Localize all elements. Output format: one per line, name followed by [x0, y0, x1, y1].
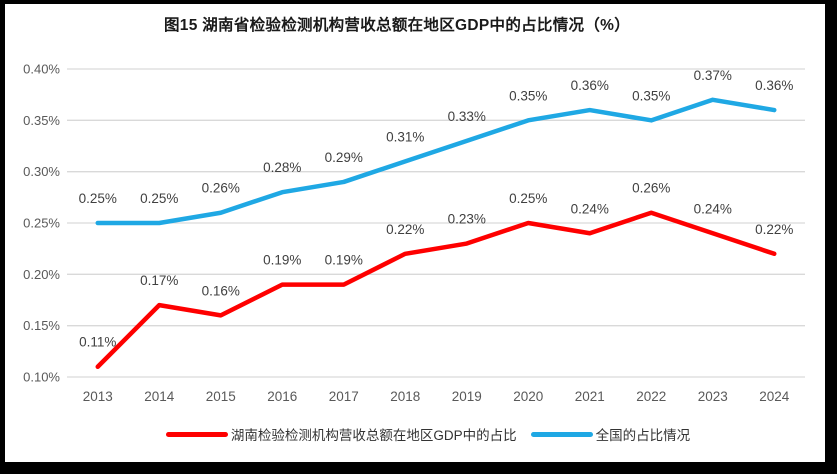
- y-tick-label: 0.35%: [23, 113, 60, 128]
- data-label: 0.35%: [632, 88, 670, 103]
- data-label: 0.26%: [202, 181, 240, 196]
- data-label: 0.22%: [386, 222, 424, 237]
- y-tick-label: 0.10%: [23, 370, 60, 385]
- data-label: 0.25%: [79, 191, 117, 206]
- line-chart-plot-area: 0.40% 0.35% 0.30% 0.25% 0.20% 0.15% 0.10% 2013 2…: [23, 62, 805, 404]
- data-label: 0.23%: [448, 212, 486, 227]
- legend-item-national: 全国的占比情况: [530, 424, 691, 444]
- y-tick-label: 0.20%: [23, 267, 60, 282]
- data-label: 0.25%: [140, 191, 178, 206]
- data-label: 0.19%: [263, 253, 301, 268]
- y-tick-label: 0.15%: [23, 318, 60, 333]
- data-label: 0.36%: [571, 78, 609, 93]
- data-label: 0.11%: [79, 335, 116, 350]
- data-label: 0.26%: [632, 181, 670, 196]
- data-label: 0.22%: [755, 222, 793, 237]
- x-tick-label: 2021: [575, 389, 605, 404]
- data-label: 0.35%: [509, 88, 547, 103]
- x-tick-label: 2024: [759, 389, 790, 404]
- x-tick-label: 2023: [698, 389, 728, 404]
- legend-line-swatch: [165, 431, 228, 437]
- data-label: 0.29%: [325, 150, 363, 165]
- legend-line-swatch: [530, 431, 593, 437]
- data-label: 0.25%: [509, 191, 547, 206]
- x-tick-label: 2013: [83, 389, 113, 404]
- data-label: 0.36%: [755, 78, 793, 93]
- legend-item-hunan: 湖南检验检测机构营收总额在地区GDP中的占比: [165, 424, 517, 444]
- legend-label: 湖南检验检测机构营收总额在地区GDP中的占比: [230, 428, 517, 443]
- data-label: 0.37%: [694, 68, 732, 83]
- series-line-hunan: [95, 210, 777, 369]
- x-tick-label: 2018: [390, 389, 420, 404]
- x-tick-label: 2020: [513, 389, 543, 404]
- chart-title: 图15 湖南省检验检测机构营收总额在地区GDP中的占比情况（%）: [163, 17, 631, 34]
- x-tick-label: 2016: [267, 389, 297, 404]
- data-label: 0.33%: [448, 109, 486, 124]
- x-tick-label: 2019: [452, 389, 482, 404]
- data-label: 0.16%: [202, 283, 240, 298]
- data-label: 0.24%: [571, 201, 609, 216]
- legend-label: 全国的占比情况: [595, 428, 691, 443]
- y-tick-label: 0.25%: [23, 216, 60, 231]
- x-tick-label: 2015: [206, 389, 236, 404]
- chart-legend: 湖南检验检测机构营收总额在地区GDP中的占比 全国的占比情况: [5, 424, 825, 444]
- y-tick-label: 0.40%: [23, 62, 60, 77]
- data-label: 0.24%: [694, 201, 732, 216]
- y-tick-label: 0.30%: [23, 164, 60, 179]
- data-label: 0.19%: [325, 253, 363, 268]
- x-tick-label: 2014: [144, 389, 175, 404]
- x-tick-label: 2022: [636, 389, 666, 404]
- x-tick-label: 2017: [329, 389, 359, 404]
- data-label: 0.31%: [386, 129, 424, 144]
- data-label: 0.28%: [263, 160, 301, 175]
- data-label: 0.17%: [140, 273, 178, 288]
- series-line-national: [95, 97, 777, 226]
